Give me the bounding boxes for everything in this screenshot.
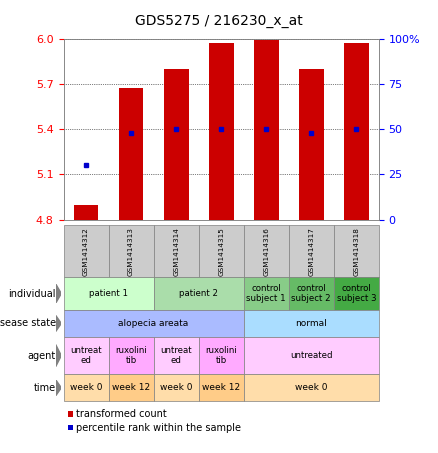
Text: GSM1414318: GSM1414318 xyxy=(353,227,359,275)
Text: control
subject 3: control subject 3 xyxy=(336,284,376,303)
Text: untreat
ed: untreat ed xyxy=(160,346,192,365)
Text: control
subject 2: control subject 2 xyxy=(291,284,331,303)
Text: individual: individual xyxy=(9,289,56,299)
Bar xyxy=(119,88,144,220)
Polygon shape xyxy=(56,344,61,367)
Text: ruxolini
tib: ruxolini tib xyxy=(205,346,237,365)
Bar xyxy=(209,43,233,220)
Text: GSM1414317: GSM1414317 xyxy=(308,227,314,275)
Text: time: time xyxy=(34,383,56,393)
Polygon shape xyxy=(56,284,61,304)
Text: percentile rank within the sample: percentile rank within the sample xyxy=(76,423,241,433)
Text: GSM1414313: GSM1414313 xyxy=(128,227,134,275)
Text: week 12: week 12 xyxy=(112,383,150,392)
Text: ruxolini
tib: ruxolini tib xyxy=(115,346,147,365)
Bar xyxy=(344,43,369,220)
Text: disease state: disease state xyxy=(0,318,56,328)
Text: untreated: untreated xyxy=(290,351,332,360)
Bar xyxy=(254,40,279,220)
Bar xyxy=(164,69,188,220)
Text: agent: agent xyxy=(28,351,56,361)
Polygon shape xyxy=(56,380,61,396)
Text: patient 2: patient 2 xyxy=(179,289,218,298)
Text: GSM1414316: GSM1414316 xyxy=(263,227,269,275)
Polygon shape xyxy=(56,315,61,332)
Text: week 0: week 0 xyxy=(70,383,102,392)
Text: GSM1414312: GSM1414312 xyxy=(83,227,89,275)
Text: patient 1: patient 1 xyxy=(89,289,128,298)
Text: normal: normal xyxy=(295,319,327,328)
Bar xyxy=(74,205,99,220)
Text: week 0: week 0 xyxy=(295,383,328,392)
Text: alopecia areata: alopecia areata xyxy=(119,319,189,328)
Text: untreat
ed: untreat ed xyxy=(70,346,102,365)
Text: week 12: week 12 xyxy=(202,383,240,392)
Text: GDS5275 / 216230_x_at: GDS5275 / 216230_x_at xyxy=(135,14,303,28)
Text: GSM1414314: GSM1414314 xyxy=(173,227,179,275)
Text: transformed count: transformed count xyxy=(76,409,167,419)
Text: GSM1414315: GSM1414315 xyxy=(218,227,224,275)
Text: week 0: week 0 xyxy=(160,383,192,392)
Text: control
subject 1: control subject 1 xyxy=(247,284,286,303)
Bar xyxy=(299,69,324,220)
